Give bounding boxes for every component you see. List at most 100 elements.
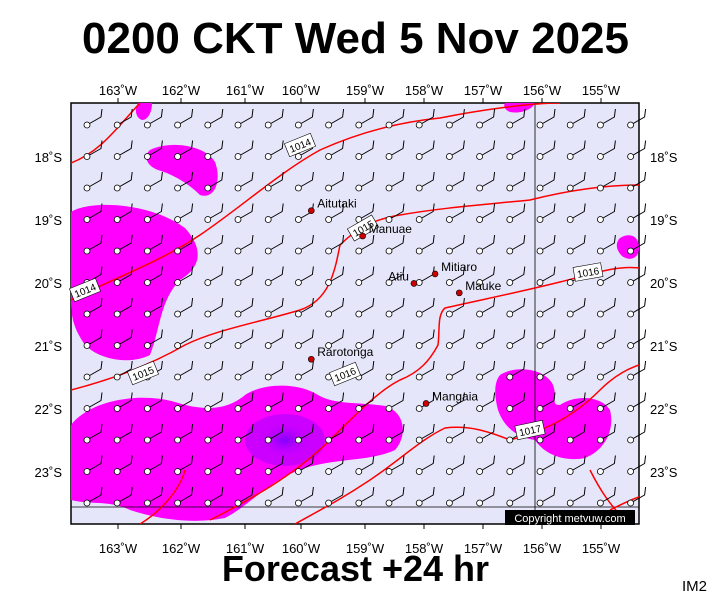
wind-barb (355, 455, 375, 475)
wind-barb (143, 234, 163, 255)
wind-barb (174, 266, 194, 286)
wind-barb (174, 234, 194, 255)
wind-barb (264, 234, 284, 255)
wind-barb (415, 423, 435, 444)
lat-label: 18˚S (35, 150, 63, 165)
wind-barb (113, 360, 133, 381)
lon-label: 161˚W (226, 541, 265, 556)
rain-area (71, 385, 403, 521)
svg-text:1017: 1017 (518, 424, 542, 439)
wind-barb (113, 486, 133, 507)
wind-barb (476, 171, 496, 192)
wind-barb (506, 360, 526, 381)
wind-barb (83, 171, 103, 192)
wind-barb (174, 171, 194, 192)
wind-barb (445, 423, 465, 444)
wind-barb (143, 171, 163, 192)
wind-barb (355, 297, 375, 318)
wind-barb (355, 486, 375, 507)
wind-barb (536, 140, 556, 160)
wind-barb (597, 392, 616, 412)
wind-barb (113, 266, 133, 286)
wind-barb (264, 360, 284, 381)
wind-barb (506, 297, 526, 318)
wind-barb (627, 329, 647, 349)
wind-barb (506, 329, 526, 349)
wind-barb (113, 392, 133, 412)
wind-barb (506, 266, 526, 286)
wind-barb (325, 234, 345, 255)
wind-barb (476, 234, 496, 255)
wind-barb (445, 392, 465, 412)
wind-barb (83, 423, 103, 444)
wind-barb (264, 171, 284, 192)
wind-barb (83, 392, 103, 412)
wind-barb (385, 423, 405, 444)
wind-barb (415, 486, 435, 507)
wind-barb (264, 486, 284, 507)
forecast-label: Forecast +24 hr (221, 548, 490, 589)
wind-barb (204, 297, 224, 318)
wind-barb (385, 329, 405, 349)
wind-barb (355, 140, 375, 160)
wind-barb (294, 234, 314, 255)
wind-barb (325, 329, 345, 349)
lon-label: 160˚W (282, 541, 321, 556)
wind-barb (234, 234, 254, 255)
wind-barb (83, 140, 103, 160)
lon-labels-top: 163˚W 162˚W 161˚W 160˚W 159˚W 158˚W 157˚… (99, 83, 621, 98)
svg-text:1016: 1016 (576, 266, 600, 281)
wind-barb (355, 234, 375, 255)
wind-barb (506, 171, 526, 192)
wind-barb (204, 203, 224, 223)
wind-barb (204, 140, 224, 160)
isobar-lines (71, 103, 639, 524)
wind-barb (113, 455, 133, 475)
lat-label: 20˚S (35, 276, 63, 291)
wind-barb (597, 203, 616, 223)
wind-barb (325, 423, 345, 444)
wind-barb (204, 360, 224, 381)
wind-barb (264, 203, 284, 223)
lon-label: 155˚W (582, 541, 621, 556)
wind-barb (174, 360, 194, 381)
wind-barb (445, 486, 465, 507)
wind-barb (445, 297, 465, 318)
wind-barb (536, 455, 556, 475)
wind-barb (174, 455, 194, 475)
wind-barb (204, 486, 224, 507)
place-markers: Aitutaki Manuae Atiu Mitiaro Mauke Rarotonga M… (307, 197, 502, 407)
wind-barb (536, 171, 556, 192)
wind-barb (415, 455, 435, 475)
wind-barb (83, 360, 103, 381)
wind-barb (627, 392, 647, 412)
wind-barb (415, 329, 435, 349)
wind-barb (506, 392, 526, 412)
wind-barb (355, 392, 375, 412)
wind-barb (234, 486, 254, 507)
wind-barb (536, 297, 556, 318)
rain-layer (71, 103, 639, 524)
wind-barb (234, 140, 254, 160)
lon-label: 156˚W (523, 83, 562, 98)
wind-barb (355, 423, 375, 444)
wind-barb (385, 266, 405, 286)
wind-barb (415, 140, 435, 160)
copyright-box: Copyright metvuw.com (505, 510, 635, 525)
wind-barb (234, 329, 254, 349)
wind-barb (174, 329, 194, 349)
wind-barb (506, 486, 526, 507)
wind-barb (83, 455, 103, 475)
wind-barb (355, 171, 375, 192)
wind-barb (385, 234, 405, 255)
wind-barb (264, 455, 284, 475)
wind-barb (627, 171, 647, 192)
wind-barb (204, 423, 224, 444)
wind-barb (294, 108, 314, 129)
wind-barb (204, 108, 224, 129)
wind-barb (174, 203, 194, 223)
place-marker (359, 232, 366, 240)
wind-barb (415, 234, 435, 255)
wind-barb (143, 392, 163, 412)
